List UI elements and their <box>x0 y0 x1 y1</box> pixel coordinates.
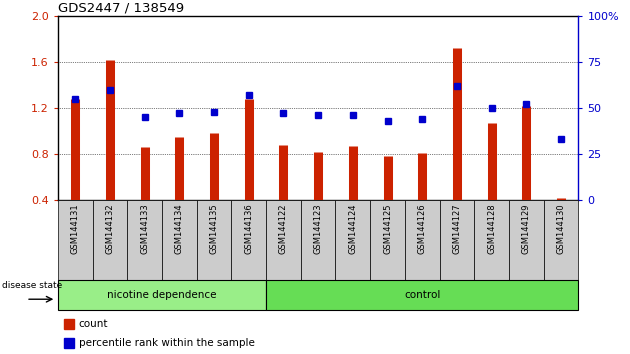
Text: disease state: disease state <box>3 281 62 290</box>
Bar <box>58 280 266 310</box>
Bar <box>231 200 266 280</box>
Bar <box>93 200 127 280</box>
Text: GSM144132: GSM144132 <box>105 203 115 254</box>
Text: GSM144128: GSM144128 <box>487 203 496 254</box>
Text: GSM144134: GSM144134 <box>175 203 184 254</box>
Text: GSM144127: GSM144127 <box>452 203 461 254</box>
Text: GSM144131: GSM144131 <box>71 203 80 254</box>
Text: GSM144130: GSM144130 <box>556 203 566 254</box>
Text: count: count <box>79 319 108 329</box>
Bar <box>405 200 440 280</box>
Text: GSM144136: GSM144136 <box>244 203 253 254</box>
Text: GSM144124: GSM144124 <box>348 203 357 254</box>
Text: GSM144126: GSM144126 <box>418 203 427 254</box>
Bar <box>266 200 301 280</box>
Text: GSM144125: GSM144125 <box>383 203 392 254</box>
Text: percentile rank within the sample: percentile rank within the sample <box>79 338 255 348</box>
Text: nicotine dependence: nicotine dependence <box>107 290 217 300</box>
Text: control: control <box>404 290 440 300</box>
Bar <box>544 200 578 280</box>
Bar <box>336 200 370 280</box>
Text: GSM144133: GSM144133 <box>140 203 149 254</box>
Bar <box>127 200 162 280</box>
Bar <box>509 200 544 280</box>
Bar <box>197 200 231 280</box>
Text: GSM144122: GSM144122 <box>279 203 288 254</box>
Text: GSM144129: GSM144129 <box>522 203 531 254</box>
Text: GDS2447 / 138549: GDS2447 / 138549 <box>58 2 184 15</box>
Bar <box>370 200 405 280</box>
Text: GSM144123: GSM144123 <box>314 203 323 254</box>
Bar <box>301 200 336 280</box>
Bar <box>440 200 474 280</box>
Bar <box>474 200 509 280</box>
Bar <box>266 280 578 310</box>
Bar <box>162 200 197 280</box>
Text: GSM144135: GSM144135 <box>210 203 219 254</box>
Bar <box>58 200 93 280</box>
